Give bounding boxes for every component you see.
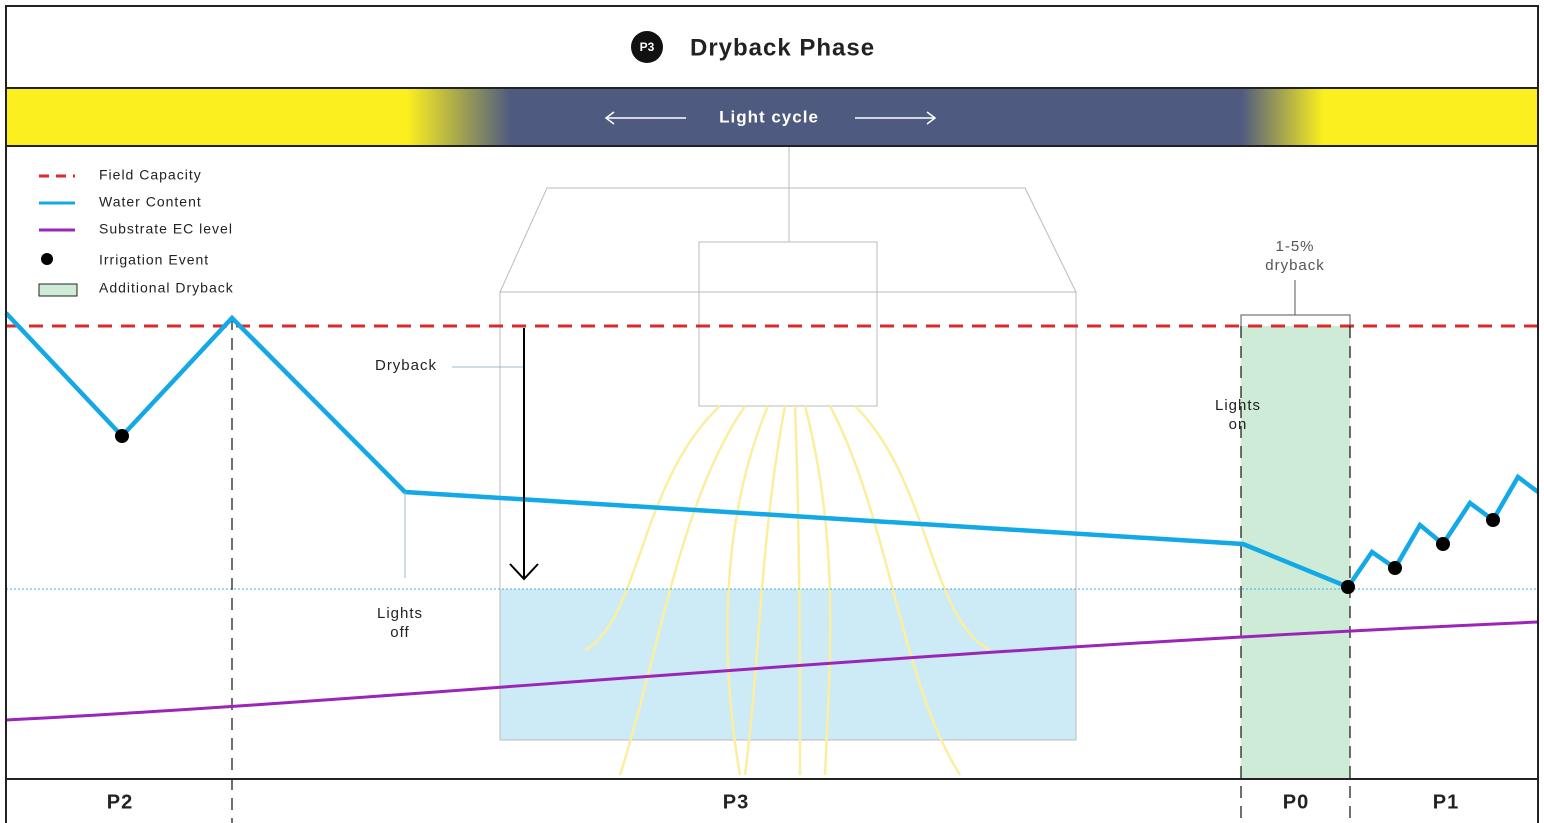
phase-label: P2 (107, 791, 133, 813)
dryback-range: dryback (1265, 257, 1325, 274)
legend-label: Water Content (99, 194, 202, 210)
ec-line (5, 620, 1539, 722)
lamp-frame (499, 291, 1077, 741)
dryback-label: Dryback (375, 357, 437, 374)
phase-label: P0 (1283, 791, 1309, 813)
phase-label: P1 (1433, 791, 1459, 813)
lamp (499, 146, 1077, 407)
cycle-arrows (604, 111, 937, 125)
bracket (1240, 280, 1351, 326)
frame (5, 5, 1539, 823)
lights-off: off (390, 624, 409, 641)
legend-label: Field Capacity (99, 167, 202, 183)
leader-lines (404, 366, 524, 578)
light-rays (584, 405, 991, 776)
lights-on: Lights (1215, 397, 1261, 414)
dryback-arrow (509, 328, 539, 581)
legend: Field Capacity Water Content Substrate E… (38, 167, 234, 297)
lights-off: Lights (377, 605, 423, 622)
light-band (6, 88, 1538, 146)
irrigation-events (115, 429, 1500, 594)
badge (631, 31, 663, 63)
legend-swatch (41, 253, 53, 265)
title: Dryback Phase (690, 34, 875, 61)
legend-label: Additional Dryback (99, 280, 234, 296)
dryback-range: 1-5% (1275, 238, 1314, 255)
legend-label: Irrigation Event (99, 252, 209, 268)
legend-label: Substrate EC level (99, 221, 233, 237)
phase-dividers (231, 318, 1351, 823)
light-cycle-label: Light cycle (719, 107, 819, 126)
legend-swatch (38, 283, 78, 297)
lights-on: on (1229, 416, 1248, 433)
additional-dryback (1241, 326, 1350, 779)
badge-text: P3 (640, 40, 655, 54)
water-area (500, 589, 1076, 740)
phase-label: P3 (723, 791, 749, 813)
